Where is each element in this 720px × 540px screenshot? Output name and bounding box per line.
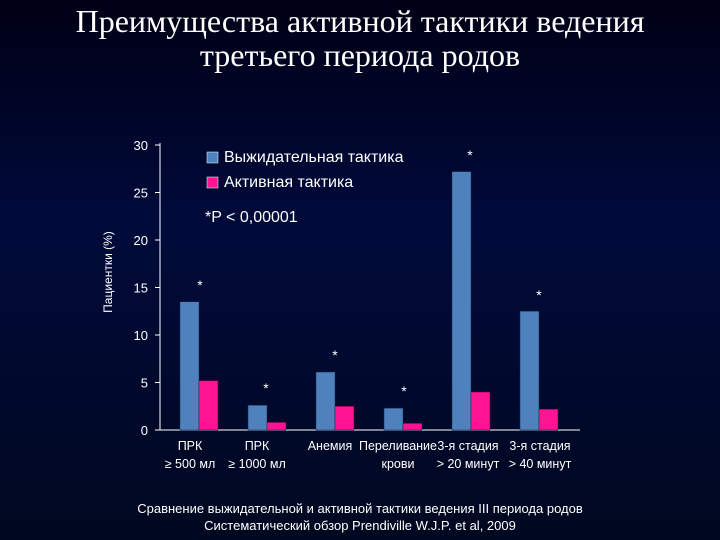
- bar-expectant: [179, 301, 200, 431]
- category-label-line-2: ≥ 1000 мл: [228, 457, 286, 471]
- caption-line-2: Систематический обзор Prendiville W.J.P.…: [204, 518, 516, 533]
- significance-marker: *: [332, 347, 338, 363]
- y-tick-label: 30: [134, 138, 148, 153]
- category-label-line-1: ПРК: [178, 439, 203, 453]
- category-label-line-1: ПРК: [245, 439, 270, 453]
- slide-title: Преимущества активной тактики ведения тр…: [0, 4, 720, 72]
- y-tick-label: 0: [141, 423, 148, 438]
- y-tick-label: 10: [134, 328, 148, 343]
- category-label-line-2: крови: [382, 457, 415, 471]
- y-tick-label: 25: [134, 186, 148, 201]
- bar-active: [334, 406, 355, 431]
- category-label-line-2: ≥ 500 мл: [165, 457, 216, 471]
- category-label-line-1: Переливание: [359, 439, 437, 453]
- legend-label-active: Активная тактика: [224, 174, 353, 191]
- slide-title-line-1: Преимущества активной тактики ведения: [75, 3, 645, 39]
- bar-active: [266, 422, 287, 431]
- y-tick-label: 15: [134, 281, 148, 296]
- y-tick-label: 5: [141, 376, 148, 391]
- bar-active: [538, 408, 559, 431]
- slide-caption: Сравнение выжидательной и активной такти…: [0, 500, 720, 534]
- bar-expectant: [383, 407, 404, 431]
- legend-swatch-active: [206, 176, 219, 189]
- bar-expectant: [519, 311, 540, 431]
- category-label-line-1: Анемия: [308, 439, 353, 453]
- category-label-line-2: > 20 минут: [437, 457, 500, 471]
- bar-expectant: [315, 371, 336, 431]
- y-tick-label: 20: [134, 233, 148, 248]
- bar-active: [198, 380, 219, 431]
- legend-label-expectant: Выжидательная тактика: [224, 149, 404, 166]
- y-axis-label: Пациентки (%): [101, 231, 115, 313]
- bar-active: [470, 391, 491, 431]
- significance-marker: *: [536, 287, 542, 303]
- caption-line-1: Сравнение выжидательной и активной такти…: [137, 501, 583, 516]
- significance-marker: *: [197, 277, 203, 293]
- legend-swatch-expectant: [206, 151, 219, 164]
- category-label-line-1: 3-я стадия: [437, 439, 498, 453]
- bar-expectant: [247, 405, 268, 431]
- slide-title-line-2: третьего периода родов: [199, 37, 521, 73]
- bar-expectant: [451, 171, 472, 431]
- category-label-line-2: > 40 минут: [509, 457, 572, 471]
- bar-active: [402, 423, 423, 431]
- significance-marker: *: [401, 383, 407, 399]
- p-value-annotation: *P < 0,00001: [205, 209, 298, 226]
- significance-marker: *: [263, 380, 269, 396]
- significance-marker: *: [467, 147, 473, 163]
- category-label-line-1: 3-я стадия: [509, 439, 570, 453]
